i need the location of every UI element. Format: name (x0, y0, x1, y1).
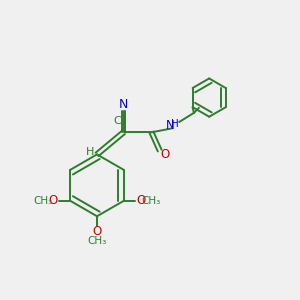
Text: O: O (136, 194, 145, 207)
Text: C: C (113, 116, 121, 126)
Text: CH₃: CH₃ (33, 196, 52, 206)
Text: N: N (166, 119, 175, 132)
Text: H: H (171, 119, 179, 129)
Text: CH₃: CH₃ (142, 196, 161, 206)
Text: O: O (92, 225, 102, 238)
Text: H: H (85, 147, 94, 157)
Text: O: O (160, 148, 169, 160)
Text: N: N (119, 98, 128, 111)
Text: CH₃: CH₃ (87, 236, 106, 246)
Text: O: O (49, 194, 58, 207)
